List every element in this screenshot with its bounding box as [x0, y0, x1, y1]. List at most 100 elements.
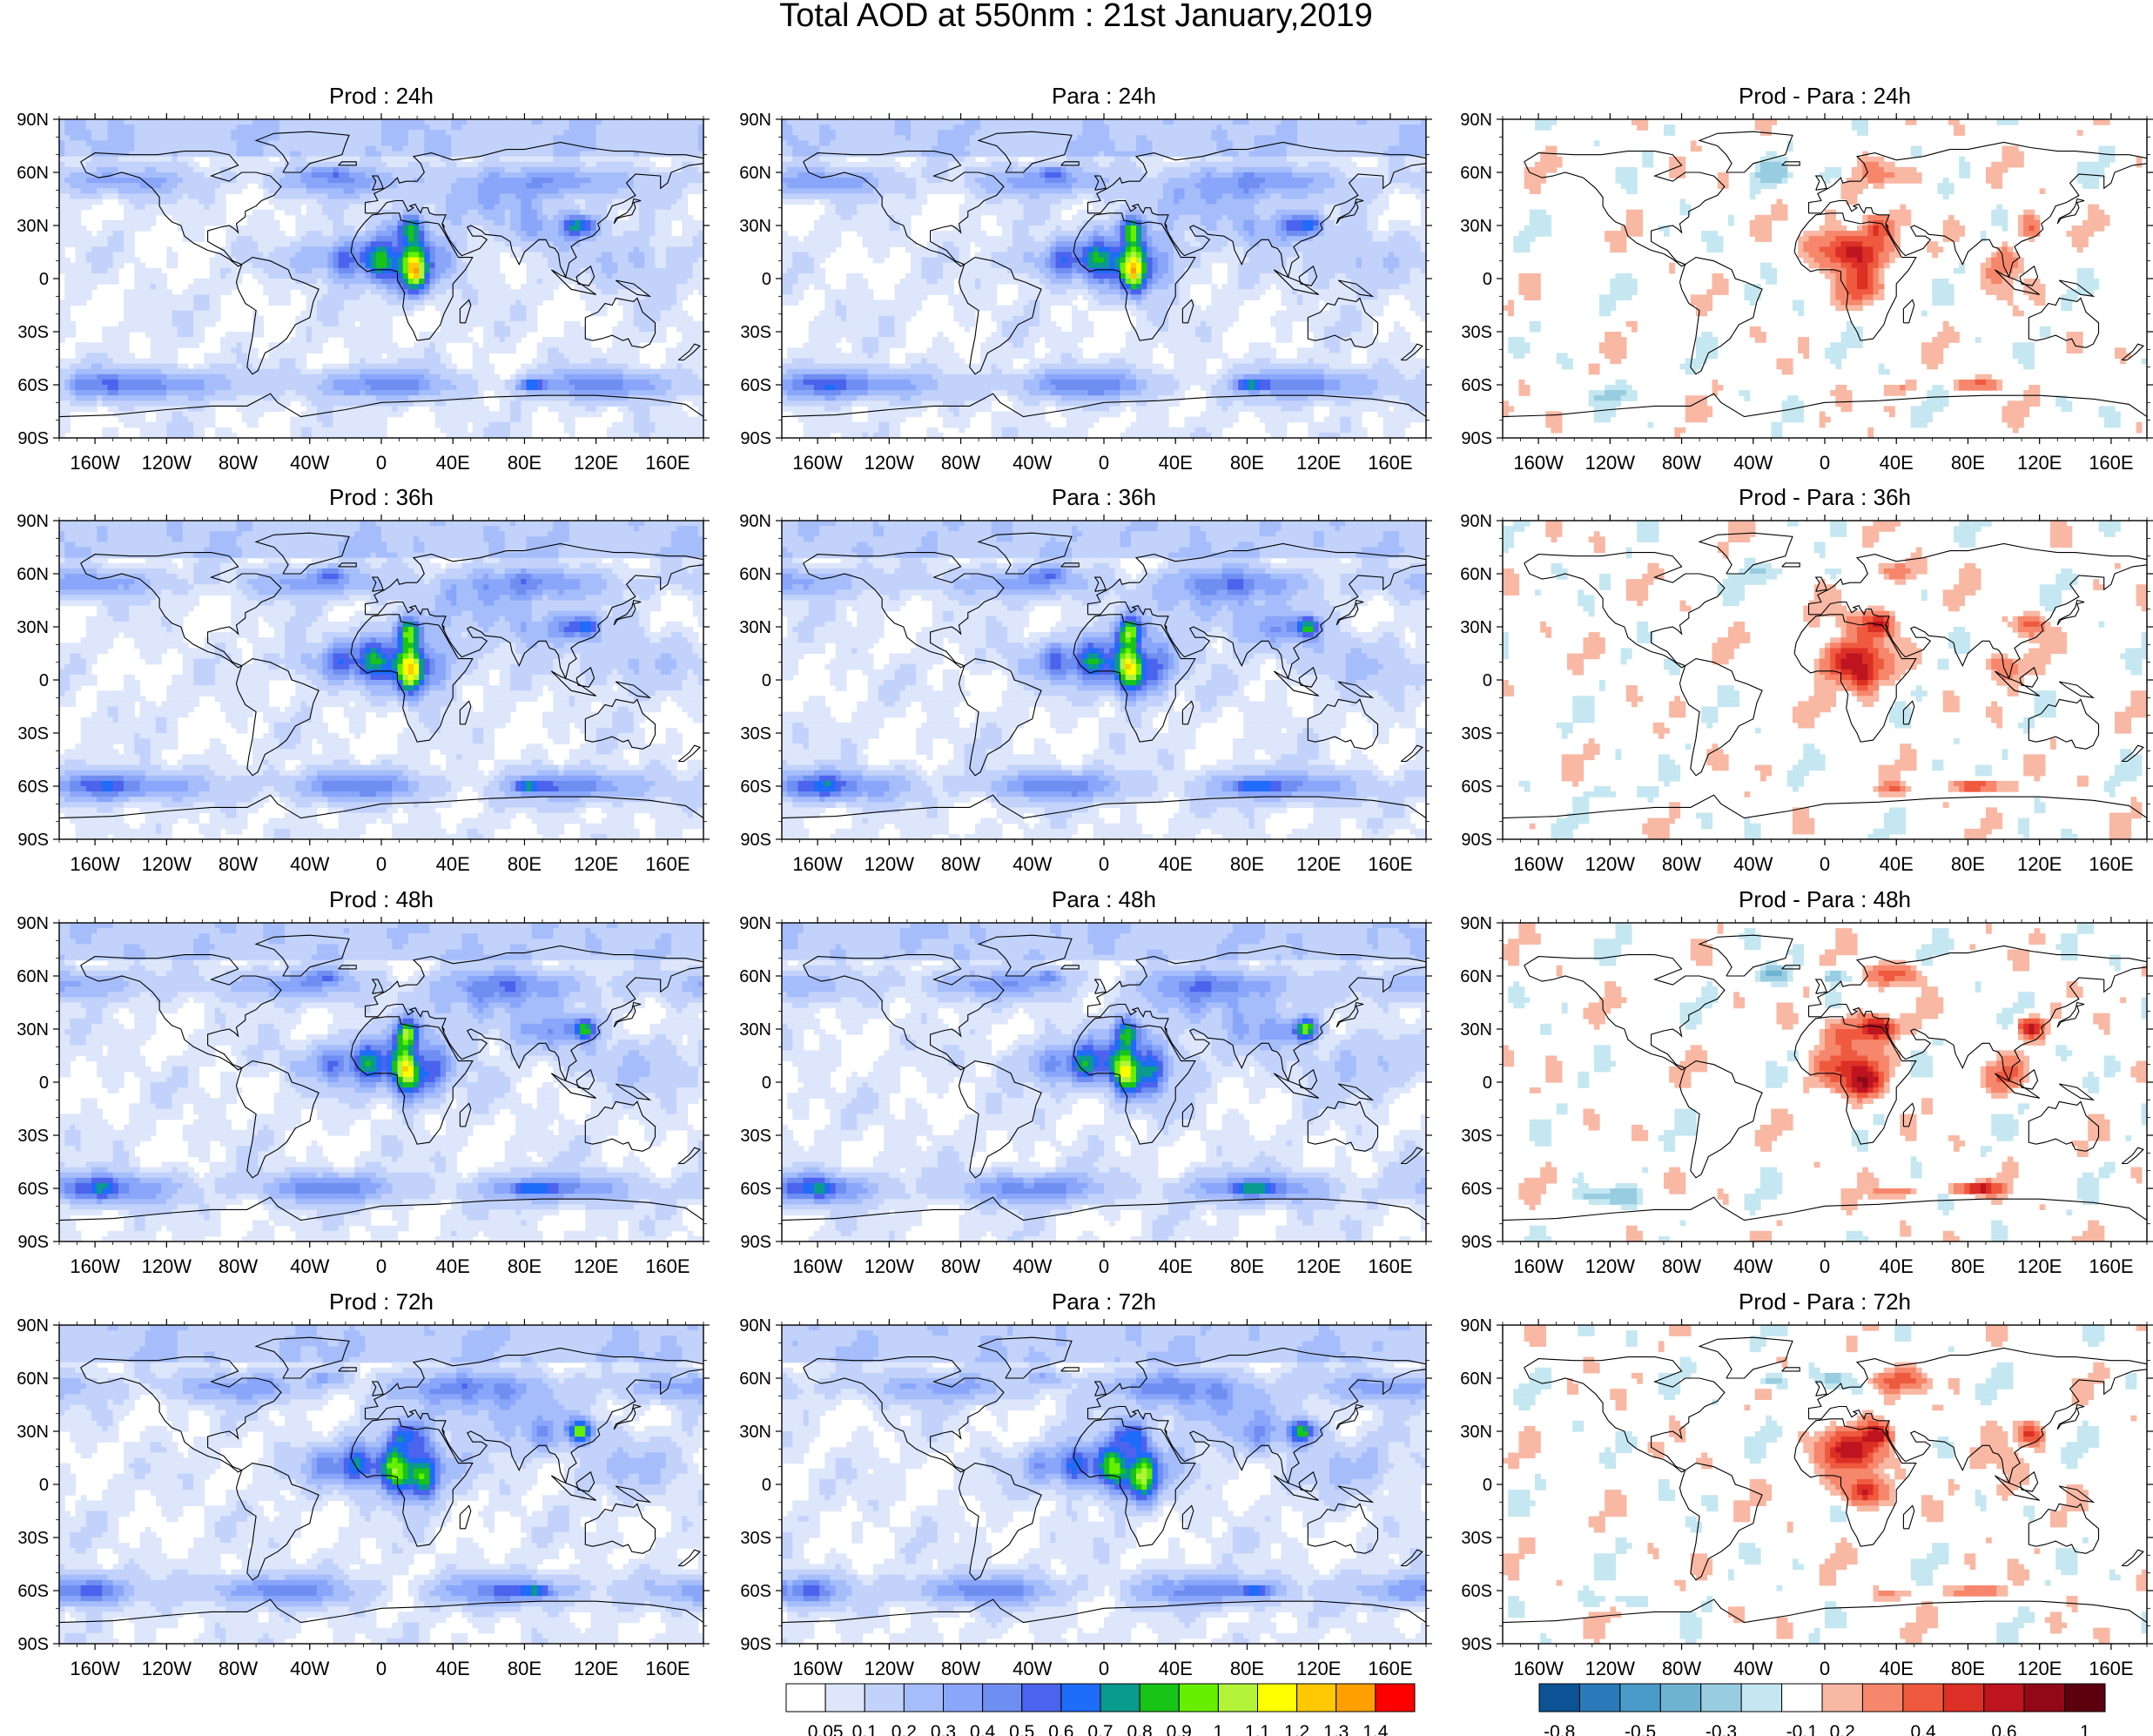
coastline-south-america — [235, 658, 320, 777]
lat-label: 30N — [1460, 217, 1492, 236]
lat-label: 90S — [17, 831, 49, 850]
colorbar-swatch — [1296, 1683, 1337, 1712]
coastline-australia — [2028, 297, 2100, 348]
coastline-greenland — [977, 532, 1073, 575]
lon-label: 40E — [436, 1658, 470, 1679]
lon-label: 40E — [1880, 1658, 1914, 1679]
coastline-new-zealand — [1400, 1549, 1423, 1567]
coastlines — [782, 934, 1426, 1221]
lat-label: 30N — [1460, 1020, 1492, 1040]
coastline-eurasia — [364, 141, 703, 279]
map-panel: Prod : 36h 90N 60N 30N 0 30S 60S 90S 160W 120W 80W… — [17, 484, 710, 875]
figure-title: Total AOD at 550nm : 21st January,2019 — [779, 0, 1373, 34]
coastline-madagascar — [1902, 1102, 1915, 1127]
coastlines — [1503, 532, 2147, 819]
coastline-arabia-india-cap — [1885, 624, 1888, 631]
colorbar-swatch — [1861, 1683, 1904, 1712]
coastline-africa — [1073, 212, 1196, 341]
coastline-iceland — [1060, 965, 1080, 970]
lat-label: 90N — [1460, 512, 1492, 531]
lat-label: 30N — [17, 1423, 49, 1442]
lat-label: 0 — [1483, 671, 1492, 690]
coastline-antarctica — [1503, 794, 2147, 819]
colorbar-swatch — [1821, 1683, 1863, 1712]
lon-label: 160W — [70, 1658, 120, 1679]
lon-label: 160E — [1368, 1255, 1412, 1277]
coastline-north-america — [803, 151, 1005, 267]
lon-label: 160E — [2089, 1255, 2133, 1277]
lon-label: 40W — [1733, 853, 1773, 875]
lon-label: 0 — [1099, 853, 1109, 875]
coastline-iceland — [1781, 562, 1800, 568]
lat-label: 0 — [762, 1476, 771, 1495]
lon-label: 120E — [1296, 1658, 1341, 1679]
coastlines — [782, 131, 1426, 418]
coastline-japan — [1336, 1403, 1364, 1430]
map-panel: Prod - Para : 36h 90N 60N 30N 0 30S 60S 90S 160W… — [1460, 484, 2153, 875]
coastline-madagascar — [1902, 299, 1915, 324]
lon-label: 40W — [1733, 1658, 1773, 1679]
map-panel: Para : 72h 90N 60N 30N 0 30S 60S 90S 160W 120W 80W… — [739, 1289, 1432, 1679]
map-panel: Para : 36h 90N 60N 30N 0 30S 60S 90S 160W 120W 80W… — [739, 484, 1432, 875]
coastline-uk — [1093, 979, 1107, 994]
lat-label: 60S — [17, 376, 49, 395]
lon-label: 160E — [645, 452, 690, 474]
coastline-arabia-india-cap — [1885, 1026, 1888, 1033]
coastline-new-guinea — [615, 681, 652, 699]
coastline-arabia-india-cap — [1885, 223, 1888, 230]
lat-label: 90S — [17, 1635, 49, 1654]
coastlines — [782, 532, 1426, 819]
coastline-eurasia — [364, 542, 703, 680]
coastline-south-america — [235, 257, 320, 375]
lon-label: 160W — [1513, 452, 1564, 474]
lat-label: 60N — [1460, 1369, 1492, 1389]
coastline-eurasia — [1807, 141, 2147, 279]
lat-label: 90S — [1461, 1635, 1492, 1654]
lat-label: 60S — [1461, 777, 1492, 797]
lon-label: 80E — [1230, 452, 1264, 474]
panel-grid: Prod : 24h 90N 60N 30N 0 30S 60S 90S 160W 120W 80W… — [17, 83, 2153, 1679]
field-cells — [1503, 119, 2147, 438]
coastline-japan — [613, 1403, 642, 1430]
lat-label: 90S — [740, 429, 771, 448]
lat-label: 60S — [740, 777, 771, 797]
lon-label: 80E — [1230, 1255, 1264, 1277]
coastline-indonesia — [1273, 670, 1320, 696]
lat-label: 0 — [1483, 1476, 1492, 1495]
coastline-australia — [584, 1503, 656, 1554]
lon-label: 120W — [142, 853, 192, 875]
field-cells — [1503, 1325, 2147, 1644]
coastline-new-zealand — [2121, 343, 2144, 361]
coastline-africa — [350, 614, 474, 743]
lat-label: 30S — [17, 1127, 49, 1146]
coastline-madagascar — [1181, 1102, 1194, 1127]
coastline-arabia-india-cap — [441, 1026, 445, 1033]
coastline-africa — [1073, 1016, 1196, 1145]
coastline-south-america — [958, 658, 1042, 777]
colorbar-label: 1.1 — [1245, 1722, 1270, 1736]
lat-label: 30N — [17, 1020, 49, 1040]
coastline-japan — [1336, 198, 1364, 225]
coastline-japan — [2056, 198, 2085, 225]
coastline-borneo — [1298, 1470, 1318, 1492]
lat-label: 30S — [740, 1529, 771, 1548]
lat-label: 30S — [17, 724, 49, 744]
colorbar-swatch — [1578, 1683, 1621, 1712]
lon-label: 40W — [1013, 1255, 1052, 1277]
lat-label: 30S — [1461, 724, 1492, 744]
colorbar-swatch — [1659, 1683, 1702, 1712]
lat-label: 90S — [1461, 429, 1492, 448]
lon-label: 40E — [436, 1255, 470, 1277]
coastline-uk — [1814, 1381, 1827, 1396]
coastline-new-guinea — [1337, 279, 1375, 298]
field-cells — [59, 521, 703, 839]
panel-title: Prod - Para : 48h — [1739, 886, 1911, 912]
lat-label: 60S — [17, 1180, 49, 1199]
colorbar-swatch — [2023, 1683, 2066, 1712]
coastline-africa — [1793, 614, 1917, 743]
coastline-new-guinea — [1337, 681, 1375, 699]
coastline-japan — [613, 198, 642, 225]
lat-label: 60N — [1460, 967, 1492, 986]
coastline-new-guinea — [2058, 681, 2096, 699]
colorbar-label: 0.4 — [1910, 1722, 1936, 1736]
